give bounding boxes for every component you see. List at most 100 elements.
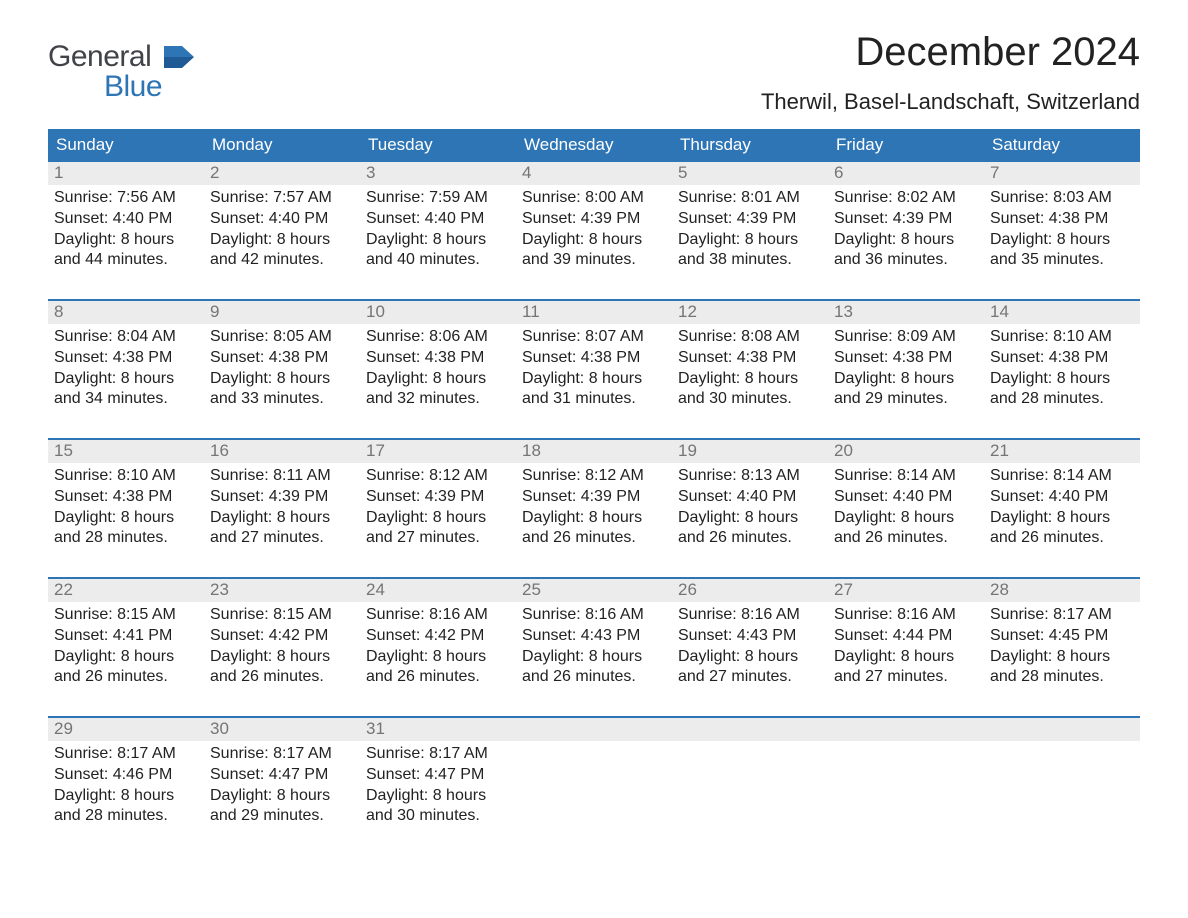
calendar-week: 22Sunrise: 8:15 AMSunset: 4:41 PMDayligh…	[48, 577, 1140, 714]
day-number: 11	[516, 301, 672, 324]
day-body: Sunrise: 8:00 AMSunset: 4:39 PMDaylight:…	[516, 185, 672, 275]
day-number: 4	[516, 162, 672, 185]
calendar-day: 16Sunrise: 8:11 AMSunset: 4:39 PMDayligh…	[204, 440, 360, 575]
day-number: 27	[828, 579, 984, 602]
calendar-day: 29Sunrise: 8:17 AMSunset: 4:46 PMDayligh…	[48, 718, 204, 853]
daylight-text-1: Daylight: 8 hours	[54, 647, 198, 668]
day-number: 14	[984, 301, 1140, 324]
day-number: 24	[360, 579, 516, 602]
daylight-text-1: Daylight: 8 hours	[366, 647, 510, 668]
calendar-day: 9Sunrise: 8:05 AMSunset: 4:38 PMDaylight…	[204, 301, 360, 436]
day-body: Sunrise: 8:15 AMSunset: 4:41 PMDaylight:…	[48, 602, 204, 692]
day-number: 29	[48, 718, 204, 741]
sunrise-text: Sunrise: 8:04 AM	[54, 327, 198, 348]
sunrise-text: Sunrise: 8:00 AM	[522, 188, 666, 209]
daylight-text-2: and 26 minutes.	[834, 528, 978, 549]
day-body: Sunrise: 7:57 AMSunset: 4:40 PMDaylight:…	[204, 185, 360, 275]
daylight-text-2: and 29 minutes.	[210, 806, 354, 827]
calendar-day: 12Sunrise: 8:08 AMSunset: 4:38 PMDayligh…	[672, 301, 828, 436]
calendar-day	[516, 718, 672, 853]
daylight-text-2: and 39 minutes.	[522, 250, 666, 271]
day-number: 6	[828, 162, 984, 185]
daylight-text-2: and 26 minutes.	[678, 528, 822, 549]
day-number: 12	[672, 301, 828, 324]
daylight-text-1: Daylight: 8 hours	[834, 369, 978, 390]
calendar-page: General Blue December 2024 Therwil, Base…	[0, 0, 1188, 918]
day-number: 23	[204, 579, 360, 602]
calendar-day: 25Sunrise: 8:16 AMSunset: 4:43 PMDayligh…	[516, 579, 672, 714]
daylight-text-2: and 38 minutes.	[678, 250, 822, 271]
daylight-text-1: Daylight: 8 hours	[54, 786, 198, 807]
brand-flag-icon	[164, 46, 194, 73]
day-body: Sunrise: 8:10 AMSunset: 4:38 PMDaylight:…	[48, 463, 204, 553]
daylight-text-2: and 26 minutes.	[990, 528, 1134, 549]
daylight-text-1: Daylight: 8 hours	[366, 369, 510, 390]
sunset-text: Sunset: 4:38 PM	[990, 348, 1134, 369]
weekday-header-row: SundayMondayTuesdayWednesdayThursdayFrid…	[48, 129, 1140, 162]
sunset-text: Sunset: 4:39 PM	[522, 209, 666, 230]
daylight-text-1: Daylight: 8 hours	[210, 230, 354, 251]
calendar-week: 15Sunrise: 8:10 AMSunset: 4:38 PMDayligh…	[48, 438, 1140, 575]
daylight-text-2: and 28 minutes.	[990, 389, 1134, 410]
weekday-header: Thursday	[672, 129, 828, 162]
day-number: 9	[204, 301, 360, 324]
sunset-text: Sunset: 4:40 PM	[210, 209, 354, 230]
daylight-text-1: Daylight: 8 hours	[210, 647, 354, 668]
calendar-day: 28Sunrise: 8:17 AMSunset: 4:45 PMDayligh…	[984, 579, 1140, 714]
day-body: Sunrise: 8:16 AMSunset: 4:43 PMDaylight:…	[672, 602, 828, 692]
day-number: 3	[360, 162, 516, 185]
daylight-text-1: Daylight: 8 hours	[834, 647, 978, 668]
sunset-text: Sunset: 4:38 PM	[54, 487, 198, 508]
day-number: 25	[516, 579, 672, 602]
day-number: 16	[204, 440, 360, 463]
title-block: December 2024 Therwil, Basel-Landschaft,…	[761, 30, 1140, 115]
daylight-text-1: Daylight: 8 hours	[990, 647, 1134, 668]
day-number: 15	[48, 440, 204, 463]
day-body: Sunrise: 8:17 AMSunset: 4:47 PMDaylight:…	[360, 741, 516, 831]
calendar-day: 15Sunrise: 8:10 AMSunset: 4:38 PMDayligh…	[48, 440, 204, 575]
daylight-text-1: Daylight: 8 hours	[210, 508, 354, 529]
daylight-text-1: Daylight: 8 hours	[522, 647, 666, 668]
calendar-week: 1Sunrise: 7:56 AMSunset: 4:40 PMDaylight…	[48, 162, 1140, 297]
day-number: 19	[672, 440, 828, 463]
sunrise-text: Sunrise: 8:16 AM	[366, 605, 510, 626]
sunrise-text: Sunrise: 8:03 AM	[990, 188, 1134, 209]
sunrise-text: Sunrise: 8:15 AM	[210, 605, 354, 626]
calendar-day: 27Sunrise: 8:16 AMSunset: 4:44 PMDayligh…	[828, 579, 984, 714]
day-body: Sunrise: 7:56 AMSunset: 4:40 PMDaylight:…	[48, 185, 204, 275]
day-body: Sunrise: 8:16 AMSunset: 4:44 PMDaylight:…	[828, 602, 984, 692]
day-number	[516, 718, 672, 741]
day-number: 2	[204, 162, 360, 185]
daylight-text-1: Daylight: 8 hours	[366, 508, 510, 529]
day-number: 5	[672, 162, 828, 185]
sunrise-text: Sunrise: 8:08 AM	[678, 327, 822, 348]
sunset-text: Sunset: 4:40 PM	[990, 487, 1134, 508]
sunset-text: Sunset: 4:40 PM	[834, 487, 978, 508]
sunrise-text: Sunrise: 8:10 AM	[990, 327, 1134, 348]
day-body: Sunrise: 8:17 AMSunset: 4:45 PMDaylight:…	[984, 602, 1140, 692]
weekday-header: Saturday	[984, 129, 1140, 162]
day-number	[672, 718, 828, 741]
calendar-grid: SundayMondayTuesdayWednesdayThursdayFrid…	[48, 129, 1140, 853]
calendar-day: 26Sunrise: 8:16 AMSunset: 4:43 PMDayligh…	[672, 579, 828, 714]
day-number	[984, 718, 1140, 741]
daylight-text-1: Daylight: 8 hours	[54, 369, 198, 390]
calendar-day: 14Sunrise: 8:10 AMSunset: 4:38 PMDayligh…	[984, 301, 1140, 436]
daylight-text-1: Daylight: 8 hours	[990, 508, 1134, 529]
sunset-text: Sunset: 4:43 PM	[522, 626, 666, 647]
sunset-text: Sunset: 4:40 PM	[54, 209, 198, 230]
sunrise-text: Sunrise: 8:06 AM	[366, 327, 510, 348]
calendar-day: 30Sunrise: 8:17 AMSunset: 4:47 PMDayligh…	[204, 718, 360, 853]
day-body: Sunrise: 8:16 AMSunset: 4:43 PMDaylight:…	[516, 602, 672, 692]
calendar-day: 20Sunrise: 8:14 AMSunset: 4:40 PMDayligh…	[828, 440, 984, 575]
sunset-text: Sunset: 4:38 PM	[522, 348, 666, 369]
daylight-text-1: Daylight: 8 hours	[678, 647, 822, 668]
day-number: 21	[984, 440, 1140, 463]
calendar-day: 1Sunrise: 7:56 AMSunset: 4:40 PMDaylight…	[48, 162, 204, 297]
day-body: Sunrise: 8:10 AMSunset: 4:38 PMDaylight:…	[984, 324, 1140, 414]
calendar-day: 22Sunrise: 8:15 AMSunset: 4:41 PMDayligh…	[48, 579, 204, 714]
daylight-text-1: Daylight: 8 hours	[522, 369, 666, 390]
location-subtitle: Therwil, Basel-Landschaft, Switzerland	[761, 89, 1140, 115]
calendar-week: 29Sunrise: 8:17 AMSunset: 4:46 PMDayligh…	[48, 716, 1140, 853]
day-number: 8	[48, 301, 204, 324]
